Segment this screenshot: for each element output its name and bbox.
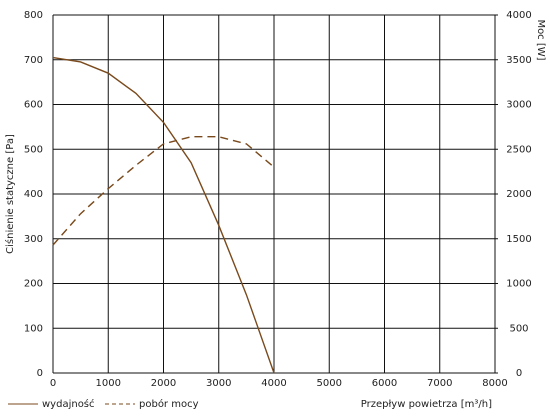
x-tick-label: 3000 [206, 378, 231, 389]
legend-label: wydajność [42, 398, 95, 410]
x-tick-label: 0 [50, 378, 56, 389]
x-tick-label: 8000 [482, 378, 507, 389]
legend-label: pobór mocy [139, 398, 199, 410]
x-tick-label: 6000 [372, 378, 397, 389]
y-tick-label: 400 [24, 189, 43, 200]
series-line [52, 136, 275, 246]
x-tick-label: 7000 [427, 378, 452, 389]
y-tick-label: 800 [24, 10, 43, 21]
y2-tick-label: 3500 [506, 55, 531, 66]
y2-tick-label: 500 [509, 323, 528, 334]
y2-tick-label: 0 [516, 368, 522, 379]
y-tick-label: 300 [24, 234, 43, 245]
y-tick-label: 600 [24, 100, 43, 111]
y2-tick-label: 4000 [506, 10, 531, 21]
y2-tick-label: 1000 [506, 279, 531, 290]
y2-tick-label: 3000 [506, 100, 531, 111]
y-axis-label: Ciśnienie statyczne [Pa] [4, 134, 16, 254]
x-tick-label: 5000 [317, 378, 342, 389]
y2-tick-label: 1500 [506, 234, 531, 245]
x-tick-label: 4000 [261, 378, 286, 389]
x-tick-label: 1000 [96, 378, 121, 389]
x-axis-label: Przepływ powietrza [m³/h] [361, 399, 492, 410]
y2-tick-label: 2500 [506, 144, 531, 155]
y-tick-label: 700 [24, 55, 43, 66]
y-tick-label: 0 [37, 368, 43, 379]
y-tick-label: 500 [24, 144, 43, 155]
y-tick-label: 200 [24, 279, 43, 290]
y-tick-label: 100 [24, 323, 43, 334]
series-line [52, 56, 275, 374]
x-tick-label: 2000 [151, 378, 176, 389]
y2-tick-label: 2000 [506, 189, 531, 200]
y2-axis-label: Moc [W] [535, 19, 546, 60]
